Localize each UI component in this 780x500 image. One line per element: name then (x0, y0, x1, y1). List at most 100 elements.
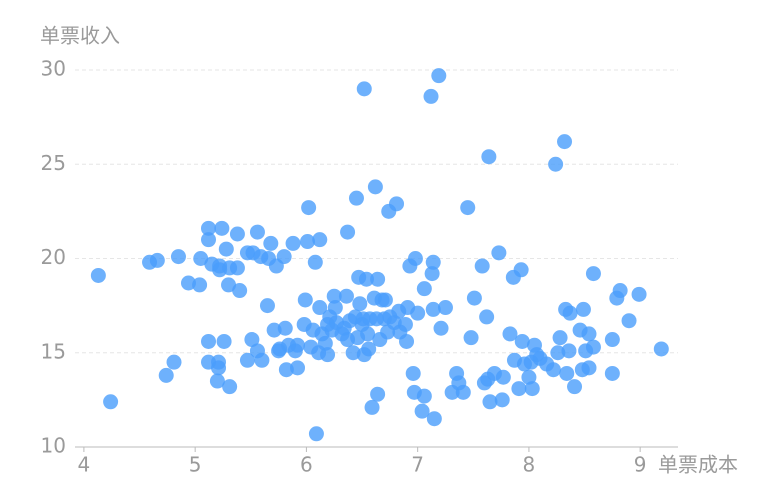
point (416, 281, 432, 297)
point (166, 354, 182, 370)
point (254, 352, 270, 368)
point (581, 326, 597, 342)
x-axis-label: 单票成本 (658, 453, 738, 477)
point (320, 347, 336, 363)
point (158, 367, 174, 383)
point (514, 333, 530, 349)
point (495, 369, 511, 385)
y-tick-label: 15 (41, 339, 66, 363)
point (149, 252, 165, 268)
point (474, 258, 490, 274)
point (361, 341, 377, 357)
point (426, 411, 442, 427)
point (290, 360, 306, 376)
point (653, 341, 669, 357)
point (524, 381, 540, 397)
point (423, 88, 439, 104)
point (340, 224, 356, 240)
x-tick-label: 8 (523, 453, 536, 477)
point (399, 333, 415, 349)
point (425, 254, 441, 270)
point (424, 266, 440, 282)
point (550, 345, 566, 361)
point (491, 245, 507, 261)
point (348, 190, 364, 206)
point (561, 343, 577, 359)
point (367, 179, 383, 195)
point (585, 266, 601, 282)
point (502, 326, 518, 342)
point (249, 224, 265, 240)
point (290, 337, 306, 353)
point (370, 386, 386, 402)
point (389, 196, 405, 212)
point (259, 298, 275, 314)
point (356, 81, 372, 97)
point (621, 313, 637, 329)
point (338, 288, 354, 304)
point (431, 68, 447, 84)
point (585, 339, 601, 355)
point (229, 226, 245, 242)
point (218, 241, 234, 257)
point (278, 362, 294, 378)
point (521, 369, 537, 385)
point (276, 249, 292, 265)
point (192, 277, 208, 293)
point (567, 379, 583, 395)
point (180, 275, 196, 291)
point (416, 388, 432, 404)
point (239, 352, 255, 368)
point (511, 381, 527, 397)
point (201, 220, 217, 236)
point (513, 262, 529, 278)
point (307, 254, 323, 270)
y-tick-label: 10 (41, 434, 66, 458)
point (612, 283, 628, 299)
point (312, 232, 328, 248)
point (90, 267, 106, 283)
point (201, 333, 217, 349)
point (562, 305, 578, 321)
point (211, 360, 227, 376)
point (327, 300, 343, 316)
point (545, 362, 561, 378)
point (352, 296, 368, 312)
point (232, 283, 248, 299)
point (414, 403, 430, 419)
y-axis-label: 单票收入 (40, 24, 120, 48)
point (604, 365, 620, 381)
point (433, 320, 449, 336)
point (358, 271, 374, 287)
point (326, 288, 342, 304)
point (263, 235, 279, 251)
point (193, 251, 209, 266)
point (360, 326, 376, 342)
point (244, 332, 260, 348)
point (575, 301, 591, 317)
point (345, 345, 361, 361)
point (209, 373, 225, 389)
point (557, 134, 573, 150)
point (370, 271, 386, 287)
point (460, 200, 476, 216)
point (277, 320, 293, 336)
point (405, 365, 421, 381)
point (604, 332, 620, 348)
y-tick-label: 20 (41, 245, 66, 269)
point (482, 394, 498, 410)
point (410, 305, 426, 321)
point (285, 235, 301, 251)
point (214, 220, 230, 236)
point (494, 392, 510, 408)
point (559, 365, 575, 381)
x-tick-label: 6 (300, 453, 313, 477)
point (317, 335, 333, 351)
point (216, 333, 232, 349)
x-tick-label: 7 (411, 453, 424, 477)
point (552, 330, 568, 346)
y-tick-label: 25 (41, 151, 66, 175)
point (170, 249, 186, 265)
point (463, 330, 479, 346)
x-tick-label: 4 (78, 453, 91, 477)
